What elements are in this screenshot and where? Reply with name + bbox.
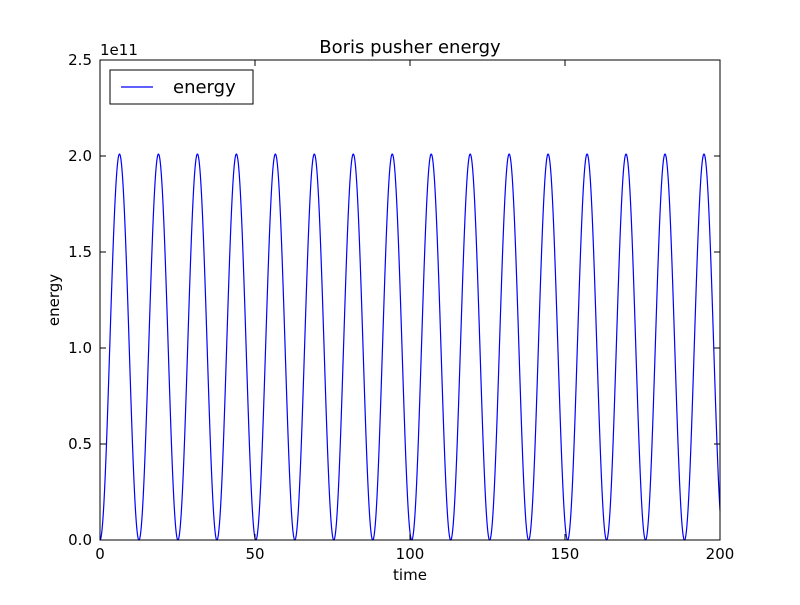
x-axis-label: time — [393, 566, 427, 584]
y-tick-label: 2.5 — [68, 51, 92, 69]
legend: energy — [109, 69, 254, 105]
x-tick-label: 0 — [95, 545, 105, 563]
x-tick-label: 100 — [396, 545, 425, 563]
y-tick-label: 0.5 — [68, 435, 92, 453]
legend-label-energy: energy — [173, 77, 236, 98]
y-axis-offset-label: 1e11 — [100, 41, 138, 59]
chart-title: Boris pusher energy — [319, 37, 501, 58]
x-tick-label: 50 — [245, 545, 264, 563]
y-tick-label: 2.0 — [68, 147, 92, 165]
x-tick-label: 200 — [706, 545, 735, 563]
x-axis-ticks: 0 50 100 150 200 — [95, 60, 734, 563]
y-axis-label: energy — [45, 274, 63, 326]
plot-area — [100, 60, 720, 540]
y-tick-label: 0.0 — [68, 531, 92, 549]
y-axis-ticks: 0.0 0.5 1.0 1.5 2.0 2.5 — [68, 51, 720, 549]
y-tick-label: 1.0 — [68, 339, 92, 357]
plot-content — [99, 153, 721, 541]
series-line-energy — [99, 153, 721, 541]
x-tick-label: 150 — [551, 545, 580, 563]
y-tick-label: 1.5 — [68, 243, 92, 261]
